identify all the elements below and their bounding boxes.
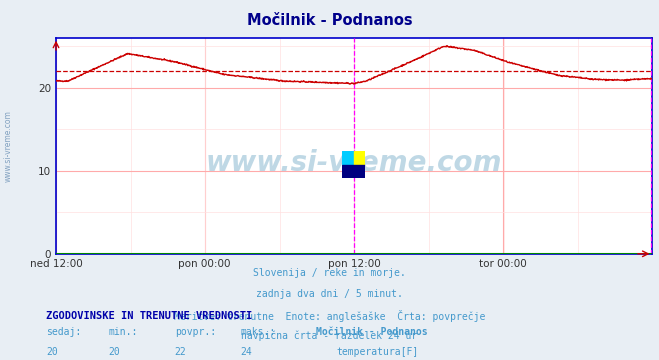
Text: 24: 24 <box>241 347 252 357</box>
Text: maks.:: maks.: <box>241 327 275 337</box>
Text: 20: 20 <box>109 347 121 357</box>
Text: zadnja dva dni / 5 minut.: zadnja dva dni / 5 minut. <box>256 289 403 299</box>
Text: ZGODOVINSKE IN TRENUTNE VREDNOSTI: ZGODOVINSKE IN TRENUTNE VREDNOSTI <box>46 311 252 321</box>
Bar <box>354 151 365 165</box>
Text: 22: 22 <box>175 347 186 357</box>
Text: Slovenija / reke in morje.: Slovenija / reke in morje. <box>253 268 406 278</box>
Text: Močilnik - Podnanos: Močilnik - Podnanos <box>246 13 413 28</box>
Text: temperatura[F]: temperatura[F] <box>336 347 418 357</box>
Bar <box>343 151 354 165</box>
Text: www.si-vreme.com: www.si-vreme.com <box>206 149 502 177</box>
Text: povpr.:: povpr.: <box>175 327 215 337</box>
Text: min.:: min.: <box>109 327 138 337</box>
Text: Močilnik - Podnanos: Močilnik - Podnanos <box>316 327 428 337</box>
Bar <box>343 165 365 178</box>
Text: navpična črta - razdelek 24 ur: navpična črta - razdelek 24 ur <box>241 331 418 341</box>
Text: www.si-vreme.com: www.si-vreme.com <box>4 110 13 182</box>
Text: 20: 20 <box>46 347 58 357</box>
Text: Meritve: trenutne  Enote: anglešaške  Črta: povprečje: Meritve: trenutne Enote: anglešaške Črta… <box>174 310 485 322</box>
Text: sedaj:: sedaj: <box>46 327 81 337</box>
